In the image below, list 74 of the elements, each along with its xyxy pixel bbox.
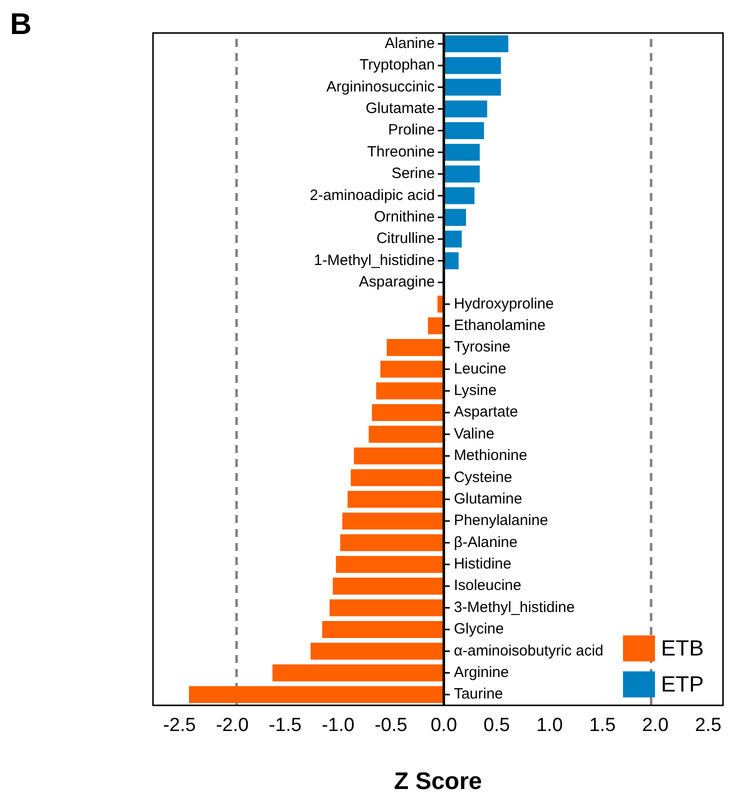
y-tick-label: Glycine <box>454 620 504 638</box>
y-tick-label: Isoleucine <box>454 577 522 594</box>
y-tick-label: 2-aminoadipic acid <box>310 186 435 204</box>
bar <box>354 448 444 464</box>
bar <box>386 339 444 356</box>
bar <box>188 686 444 704</box>
bar <box>428 317 444 334</box>
y-tick-label: Phenylalanine <box>454 512 548 530</box>
chart-title: B <box>10 8 32 42</box>
bar <box>376 382 444 400</box>
bar <box>444 230 462 248</box>
y-tick-label: Proline <box>388 122 435 139</box>
y-tick-label: Leucine <box>454 360 506 378</box>
y-tick-label: Glutamine <box>454 490 522 508</box>
y-tick-label: Methionine <box>454 447 528 464</box>
bar <box>444 122 484 140</box>
legend-label: ETB <box>661 635 704 660</box>
legend-label: ETP <box>661 671 704 696</box>
bar <box>342 512 444 530</box>
bar <box>336 556 444 573</box>
y-tick-label: Taurine <box>454 686 504 703</box>
x-axis-title: Z Score <box>394 768 482 796</box>
bar <box>310 642 444 660</box>
y-tick-label: Histidine <box>454 556 512 573</box>
y-tick-label: Tryptophan <box>359 56 435 74</box>
y-tick-label: Citrulline <box>376 230 435 248</box>
bar <box>444 100 488 118</box>
y-tick-label: Serine <box>391 165 435 182</box>
y-tick-label: Glutamate <box>366 100 435 118</box>
bar <box>444 208 466 226</box>
bar <box>332 578 444 595</box>
y-tick-label: 3-Methyl_histidine <box>454 598 575 616</box>
bar <box>444 78 501 96</box>
x-tick-label: 2.5 <box>694 715 722 736</box>
y-tick-label: Asparagine <box>358 274 435 291</box>
y-tick-label: 1-Methyl_histidine <box>314 252 435 269</box>
bar <box>444 166 480 182</box>
y-tick-label: Hydroxyproline <box>454 295 554 312</box>
bar <box>322 621 444 638</box>
x-tick-label: 1.0 <box>536 715 563 736</box>
x-tick-label: -2.5 <box>163 715 196 736</box>
bar <box>444 35 508 52</box>
bar <box>368 426 444 443</box>
x-tick-label: -0.5 <box>374 715 408 736</box>
bar <box>380 360 444 378</box>
x-tick-label: -1.5 <box>268 715 302 736</box>
bar <box>372 404 444 422</box>
x-tick-label: 0.5 <box>483 715 510 736</box>
x-tick-label: 1.5 <box>589 715 616 736</box>
bar <box>350 469 444 486</box>
y-tick-label: β-Alanine <box>454 534 518 551</box>
y-tick-label: Cysteine <box>454 468 512 486</box>
bar <box>444 144 480 161</box>
x-tick-label: 2.0 <box>642 715 669 736</box>
y-tick-label: Aspartate <box>454 404 518 421</box>
y-tick-label: α-aminoisobutyric acid <box>454 642 604 660</box>
x-tick-label: -1.0 <box>322 715 354 736</box>
y-tick-label: Arginine <box>454 664 509 682</box>
x-tick-label: 0.0 <box>430 715 458 736</box>
bar <box>272 664 444 682</box>
y-tick-label: Ethanolamine <box>454 316 546 334</box>
y-tick-label: Argininosuccinic <box>326 78 436 96</box>
bar <box>330 599 444 616</box>
x-tick-label: -2.0 <box>216 715 249 736</box>
y-tick-label: Valine <box>454 425 494 442</box>
y-tick-label: Ornithine <box>374 208 435 226</box>
y-tick-label: Tyrosine <box>454 338 511 356</box>
y-tick-label: Threonine <box>367 143 435 160</box>
y-tick-label: Lysine <box>454 382 497 400</box>
bar <box>348 490 444 508</box>
bar <box>444 187 474 204</box>
bar <box>340 534 444 552</box>
bar <box>444 57 501 74</box>
y-tick-label: Alanine <box>384 34 435 52</box>
